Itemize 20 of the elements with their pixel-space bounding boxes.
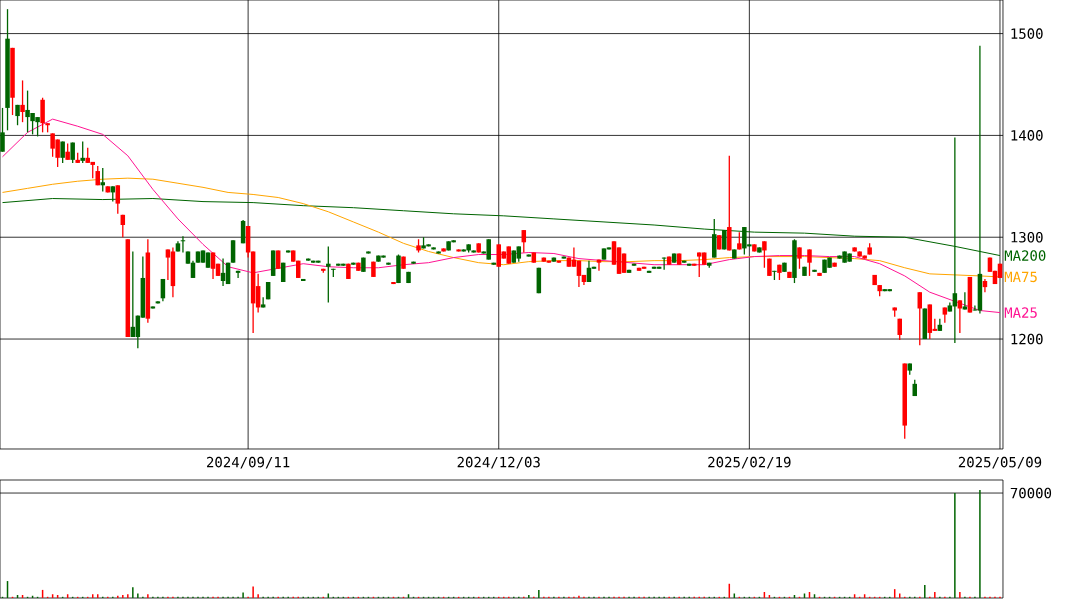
y-tick-label: 1400: [1011, 130, 1043, 141]
y-tick-label: 1300: [1011, 231, 1043, 243]
y-tick-label: 1200: [1011, 333, 1043, 345]
candlestick: [902, 362, 907, 440]
candlestick: [0, 107, 5, 153]
x-tick-label: 2025/05/09: [958, 456, 1042, 469]
candlestick: [366, 250, 371, 255]
candlestick: [436, 250, 441, 255]
x-tick-label: 2024/12/03: [457, 456, 540, 469]
candlestick: [797, 246, 802, 270]
series-label: MA25: [1004, 307, 1037, 318]
candlestick: [536, 267, 542, 294]
series-label: MA75: [1004, 271, 1037, 283]
y-tick-label: 1500: [1011, 28, 1043, 39]
candlestick: [225, 262, 231, 285]
x-tick-label: 2025/02/19: [708, 456, 791, 469]
x-tick-label: 2024/09/11: [207, 456, 290, 469]
series-label: MA200: [1004, 250, 1046, 261]
candlestick: [807, 248, 812, 277]
y-tick-label: 70000: [1010, 487, 1052, 499]
